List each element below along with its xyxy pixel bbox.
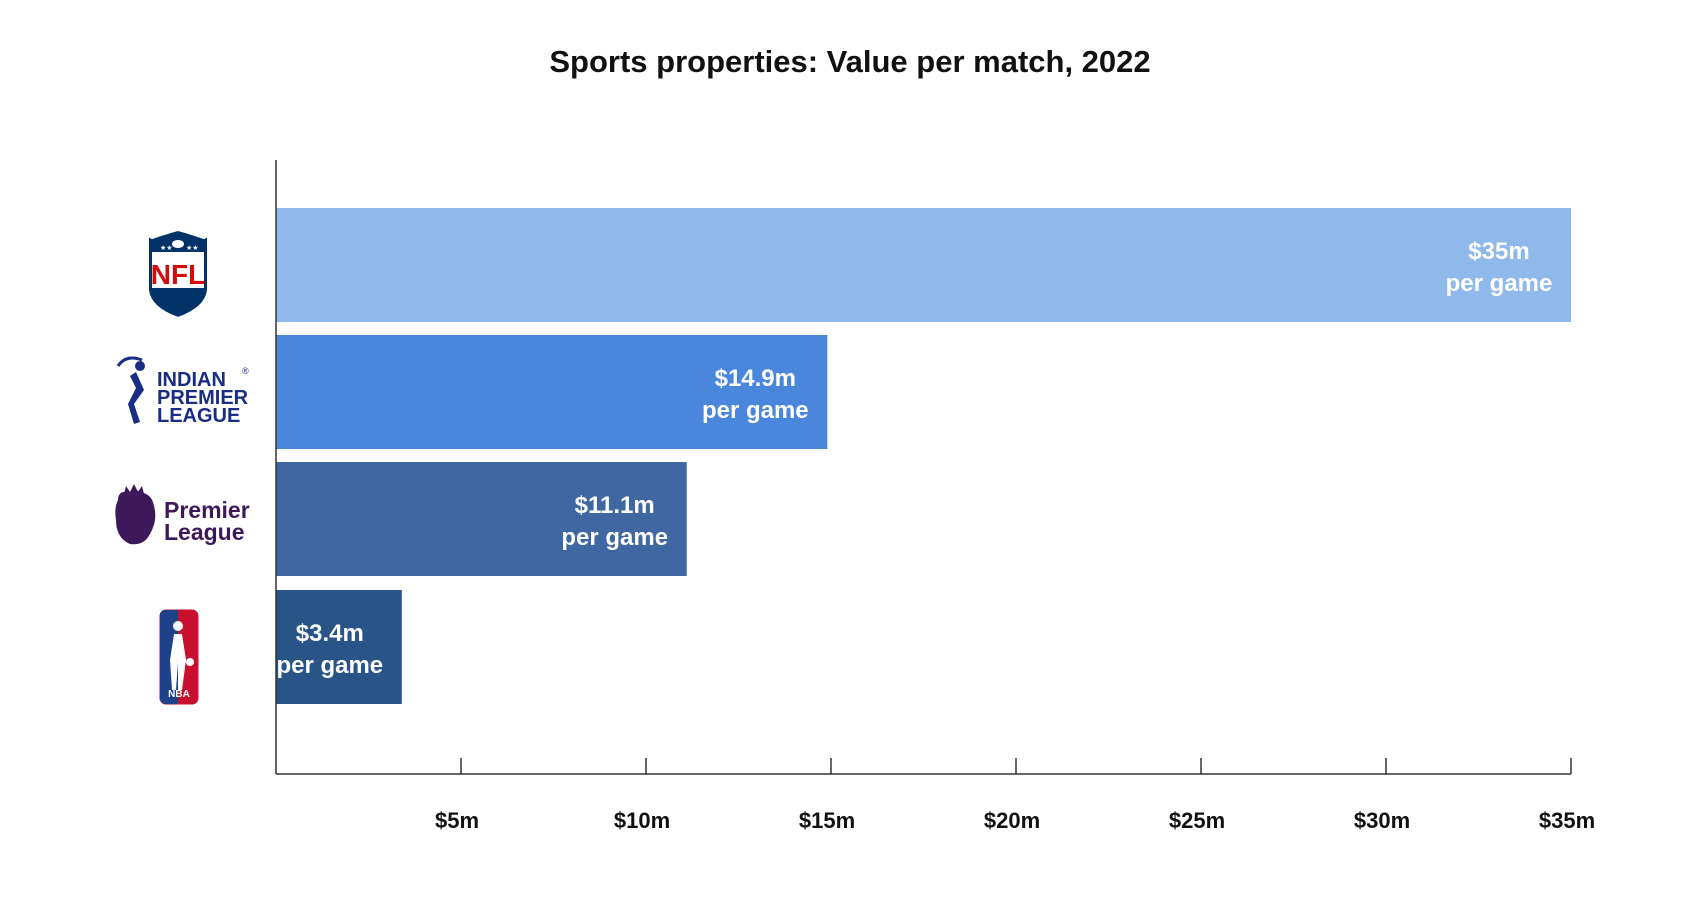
bar-value-label: per game (561, 524, 668, 551)
bar-value-label: $3.4m (296, 620, 364, 647)
ipl-logo-line-2: PREMIER (157, 387, 249, 409)
ipl-logo-line-1: INDIAN (157, 369, 226, 391)
x-tick-label: $25m (1169, 808, 1225, 833)
x-tick-label: $15m (799, 808, 855, 833)
x-tick-label: $35m (1539, 808, 1595, 833)
chart-title: Sports properties: Value per match, 2022 (549, 44, 1151, 79)
bars (276, 208, 1571, 704)
bar-value-label: per game (702, 397, 809, 424)
x-tick-label: $10m (614, 808, 670, 833)
bar-value-label: $11.1m (575, 492, 655, 519)
bar-premier-league (276, 462, 687, 576)
bar-value-label: $14.9m (715, 365, 796, 392)
bar-nba (276, 590, 402, 704)
x-tick-label: $30m (1354, 808, 1410, 833)
premier-league-logo-line-1: Premier (164, 497, 250, 523)
x-tick-label: $5m (435, 808, 479, 833)
premier-league-logo-line-2: League (164, 519, 245, 545)
bar-nfl (276, 208, 1571, 322)
bar-value-label: $35m (1468, 238, 1529, 265)
svg-text:★★: ★★ (186, 244, 199, 252)
nfl-logo-text: NFL (151, 259, 205, 290)
svg-text:★★: ★★ (160, 244, 173, 252)
ipl-logo-line-3: LEAGUE (157, 405, 240, 427)
nfl-logo: NFL ★★ ★★ (147, 228, 209, 320)
premier-league-logo: Premier League (115, 484, 250, 545)
bar-indian-premier-league (276, 335, 828, 449)
bar-labels: $35m per game $14.9m per game $11.1m per game… (276, 238, 1552, 679)
x-tick-label: $20m (984, 808, 1040, 833)
nba-logo-text: NBA (168, 689, 190, 700)
ipl-registered-mark: ® (242, 366, 249, 376)
nba-logo: NBA (159, 609, 199, 705)
axes (275, 160, 1571, 775)
bar-value-label: per game (276, 652, 383, 679)
ipl-logo: INDIAN PREMIER LEAGUE ® (116, 356, 249, 427)
x-ticks: $5m $10m $15m $20m $25m $30m $35m (435, 758, 1595, 833)
category-logos: NFL ★★ ★★ INDIAN PREMIER LEAGUE ® Premie… (115, 228, 250, 705)
bar-value-label: per game (1446, 270, 1553, 297)
